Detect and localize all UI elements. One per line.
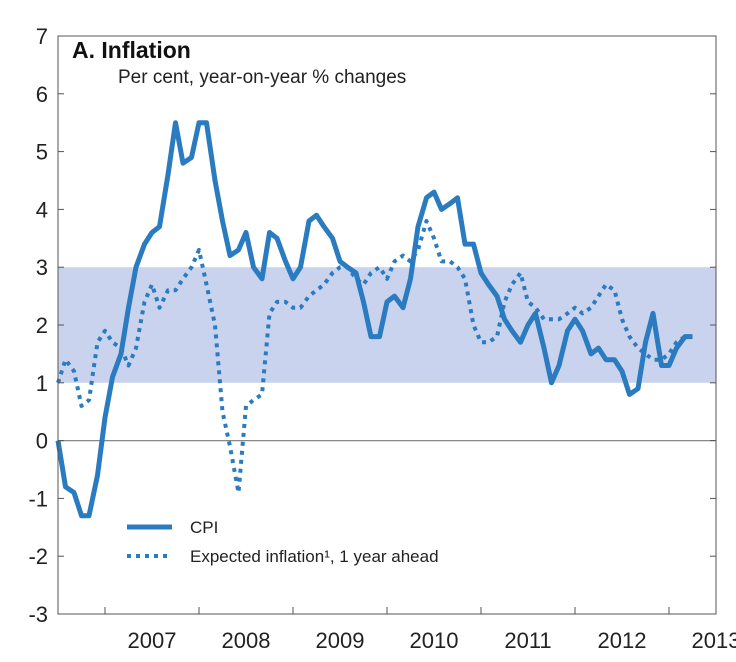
y-tick-label: 0	[36, 429, 48, 454]
y-tick-label: 1	[36, 371, 48, 396]
legend: CPI Expected inflation¹, 1 year ahead	[127, 518, 439, 566]
y-tick-label: 2	[36, 313, 48, 338]
y-tick-label: 7	[36, 24, 48, 49]
chart-title: A. Inflation	[72, 37, 191, 63]
series-line-cpi	[55, 120, 693, 519]
legend-label-cpi: CPI	[190, 518, 218, 537]
y-tick-label: 5	[36, 140, 48, 165]
x-tick-label: 2008	[222, 628, 271, 653]
x-tick-label: 2007	[128, 628, 177, 653]
x-tick-label: 2012	[598, 628, 647, 653]
y-tick-label: 4	[36, 197, 48, 222]
y-tick-label: -1	[28, 486, 48, 511]
x-tick-label: 2011	[504, 628, 551, 653]
series-line-expected-inflation	[56, 219, 693, 495]
x-tick-label: 2010	[410, 628, 459, 653]
series-layer	[55, 120, 693, 519]
x-tick-label: 2009	[316, 628, 365, 653]
chart-subtitle: Per cent, year-on-year % changes	[118, 67, 406, 88]
x-axis: 2007 2008 2009 2010 2011 2012 2013	[104, 607, 736, 653]
y-tick-label: -2	[28, 544, 48, 569]
y-tick-label: 3	[36, 255, 48, 280]
y-axis: -3 -2 -1 0 1 2 3 4 5 6 7	[28, 24, 716, 627]
x-tick-label: 2013	[692, 628, 736, 653]
legend-label-expected: Expected inflation¹, 1 year ahead	[190, 547, 439, 566]
y-tick-label: -3	[28, 602, 48, 627]
y-tick-label: 6	[36, 82, 48, 107]
